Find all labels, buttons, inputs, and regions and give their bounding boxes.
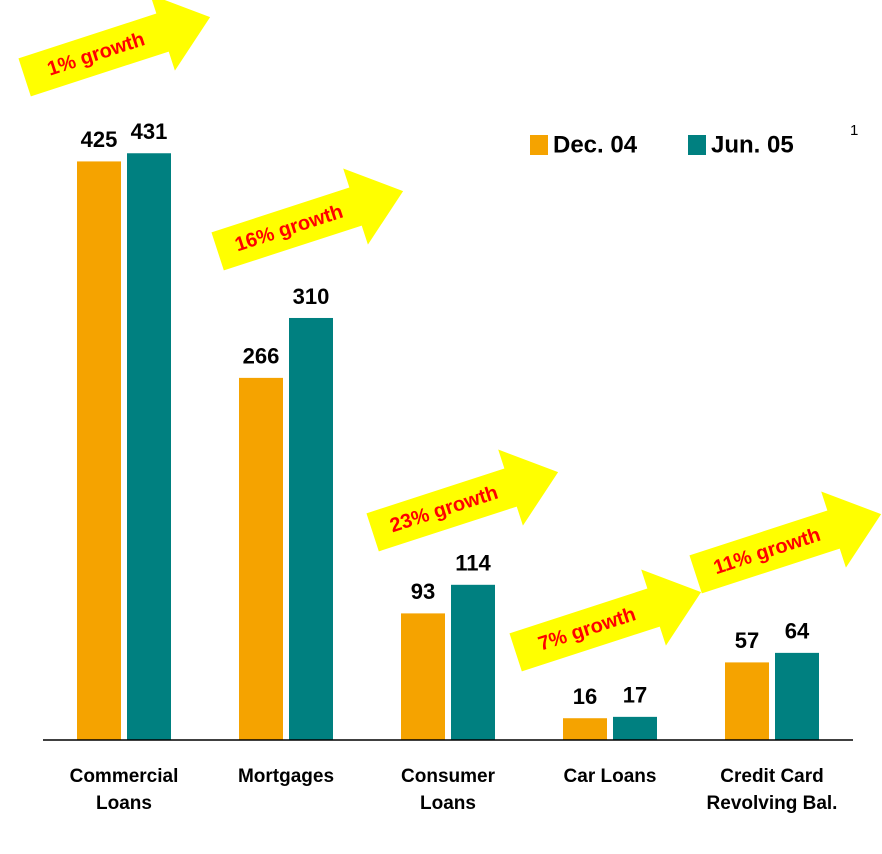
bar [563, 718, 607, 740]
bar [401, 613, 445, 740]
bar [613, 716, 657, 740]
arrow-shape [689, 491, 882, 594]
x-tick-label: Commercial Loans [69, 766, 179, 814]
growth-arrow: 7% growth [509, 569, 702, 672]
bar [77, 161, 121, 740]
bar [289, 317, 333, 740]
x-tick-label: Car Loans [563, 766, 657, 787]
value-label: 431 [131, 119, 168, 144]
bar [451, 584, 495, 740]
value-label: 266 [243, 344, 280, 369]
x-tick-label: Credit Card Revolving Bal. [706, 766, 838, 814]
growth-arrow: 1% growth [18, 0, 211, 97]
arrow-shape [211, 168, 404, 271]
value-label: 64 [785, 619, 810, 644]
value-label: 114 [455, 551, 491, 576]
bar [127, 153, 171, 741]
legend-swatch [530, 135, 548, 155]
arrow-shape [18, 0, 211, 97]
value-label: 57 [735, 628, 759, 653]
value-label: 93 [411, 579, 435, 604]
bar [725, 662, 769, 740]
bar [775, 652, 819, 740]
x-tick-label: Mortgages [237, 766, 335, 787]
value-label: 17 [623, 683, 647, 708]
legend-label: Jun. 05 [711, 131, 794, 158]
growth-arrow: 11% growth [689, 491, 882, 594]
bar [239, 377, 283, 740]
x-tick-label: Consumer Loans [401, 766, 495, 814]
growth-arrow: 16% growth [211, 168, 404, 271]
value-label: 16 [573, 684, 597, 709]
value-label: 425 [81, 127, 118, 152]
arrow-shape [366, 449, 559, 552]
legend-label: Dec. 04 [553, 131, 638, 158]
arrow-shape [509, 569, 702, 672]
legend-note: 1 [850, 122, 858, 139]
value-label: 310 [293, 284, 330, 309]
legend-swatch [688, 135, 706, 155]
